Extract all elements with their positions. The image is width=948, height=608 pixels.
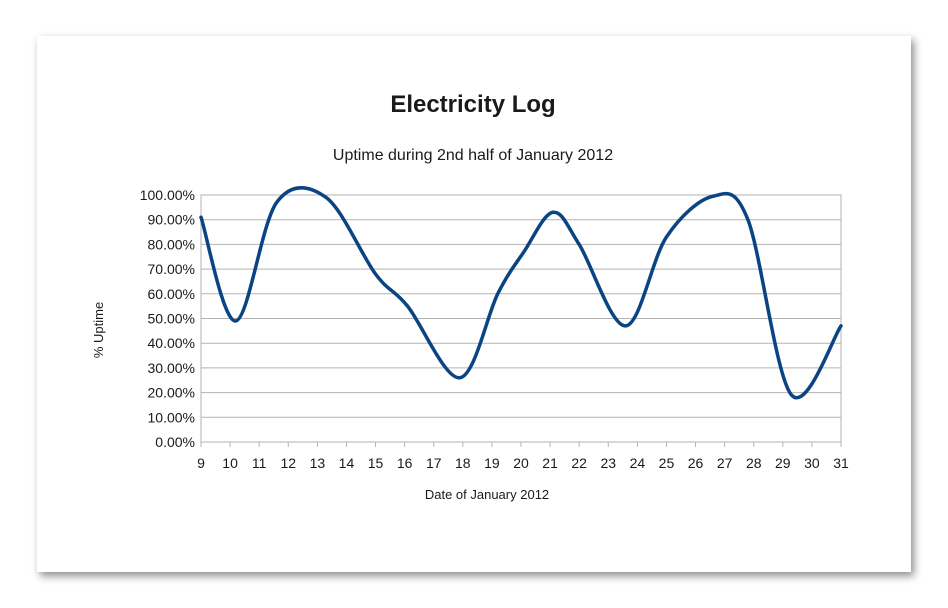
y-tick-label: 0.00% xyxy=(155,434,195,450)
y-tick-label: 20.00% xyxy=(148,385,195,401)
y-tick-label: 80.00% xyxy=(148,236,195,252)
x-tick-label: 23 xyxy=(600,455,616,471)
x-tick-label: 27 xyxy=(717,455,733,471)
y-tick-label: 50.00% xyxy=(148,311,195,327)
x-tick-label: 14 xyxy=(339,455,355,471)
line-chart: Electricity Log Uptime during 2nd half o… xyxy=(91,91,849,502)
chart-frame: Electricity Log Uptime during 2nd half o… xyxy=(37,36,911,572)
axes xyxy=(200,194,842,447)
x-axis-label: Date of January 2012 xyxy=(425,487,549,502)
y-tick-label: 30.00% xyxy=(148,360,195,376)
y-tick-label: 100.00% xyxy=(140,187,195,203)
x-tick-label: 16 xyxy=(397,455,413,471)
y-tick-label: 70.00% xyxy=(148,261,195,277)
x-tick-label: 10 xyxy=(222,455,238,471)
x-axis-tick-labels: 9 10 11 12 13 14 15 16 17 18 19 20 21 22 23 24 25 26 27 28 2… xyxy=(197,455,849,471)
x-tick-label: 31 xyxy=(833,455,849,471)
x-tick-label: 17 xyxy=(426,455,442,471)
x-tick-label: 18 xyxy=(455,455,471,471)
y-axis-tick-labels: 0.00% 10.00% 20.00% 30.00% 40.00% 50.00% 60.00… xyxy=(140,187,195,450)
y-tick-label: 90.00% xyxy=(148,212,195,228)
x-tick-label: 21 xyxy=(542,455,558,471)
x-tick-label: 13 xyxy=(310,455,326,471)
chart-subtitle: Uptime during 2nd half of January 2012 xyxy=(333,147,613,164)
x-tick-label: 26 xyxy=(688,455,704,471)
x-tick-label: 30 xyxy=(804,455,820,471)
x-tick-label: 28 xyxy=(746,455,762,471)
x-tick-label: 11 xyxy=(252,455,267,471)
x-tick-label: 19 xyxy=(484,455,500,471)
y-axis-label: % Uptime xyxy=(91,302,106,358)
y-tick-label: 60.00% xyxy=(148,286,195,302)
chart-title: Electricity Log xyxy=(390,91,555,118)
series-group xyxy=(199,186,843,400)
x-tick-label: 22 xyxy=(571,455,587,471)
x-tick-label: 15 xyxy=(368,455,384,471)
series-line-uptime xyxy=(199,186,843,400)
x-tick-label: 29 xyxy=(775,455,791,471)
x-tick-label: 12 xyxy=(280,455,296,471)
x-tick-label: 25 xyxy=(659,455,675,471)
y-tick-label: 40.00% xyxy=(148,335,195,351)
x-tick-label: 9 xyxy=(197,455,205,471)
x-tick-label: 20 xyxy=(513,455,529,471)
x-tick-label: 24 xyxy=(630,455,646,471)
gridlines xyxy=(201,194,841,443)
y-tick-label: 10.00% xyxy=(148,409,195,425)
